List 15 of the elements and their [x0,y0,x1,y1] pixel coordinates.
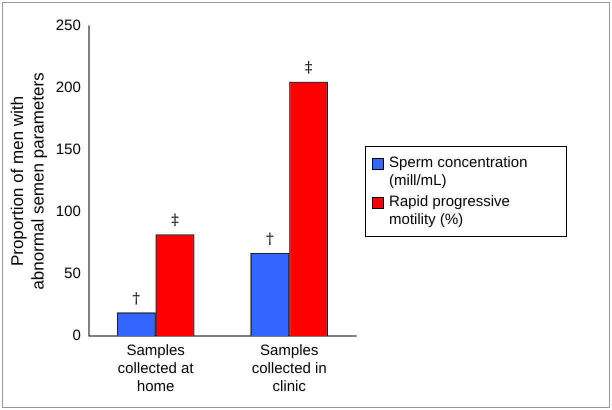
y-tick-label: 50 [64,265,81,282]
x-tick-label: Samples collected in clinic [252,342,327,396]
y-tick-label: 150 [56,141,81,158]
annotation: † [266,229,274,248]
legend-label: Sperm concentration (mill/mL) [389,154,528,190]
annotation: ‡ [171,210,180,229]
y-axis-title: Proportion of men with abnormal semen parameters [8,72,48,290]
annotation: † [132,288,140,307]
y-tick-label: 100 [56,203,81,220]
legend-label: Rapid progressive motility (%) [389,193,511,229]
y-tick-label: 0 [72,327,81,344]
y-tick-label: 200 [56,79,81,96]
annotation: ‡ [304,58,313,76]
y-tick-label: 250 [56,17,81,34]
x-tick-label: Samples collected at home [118,342,194,396]
